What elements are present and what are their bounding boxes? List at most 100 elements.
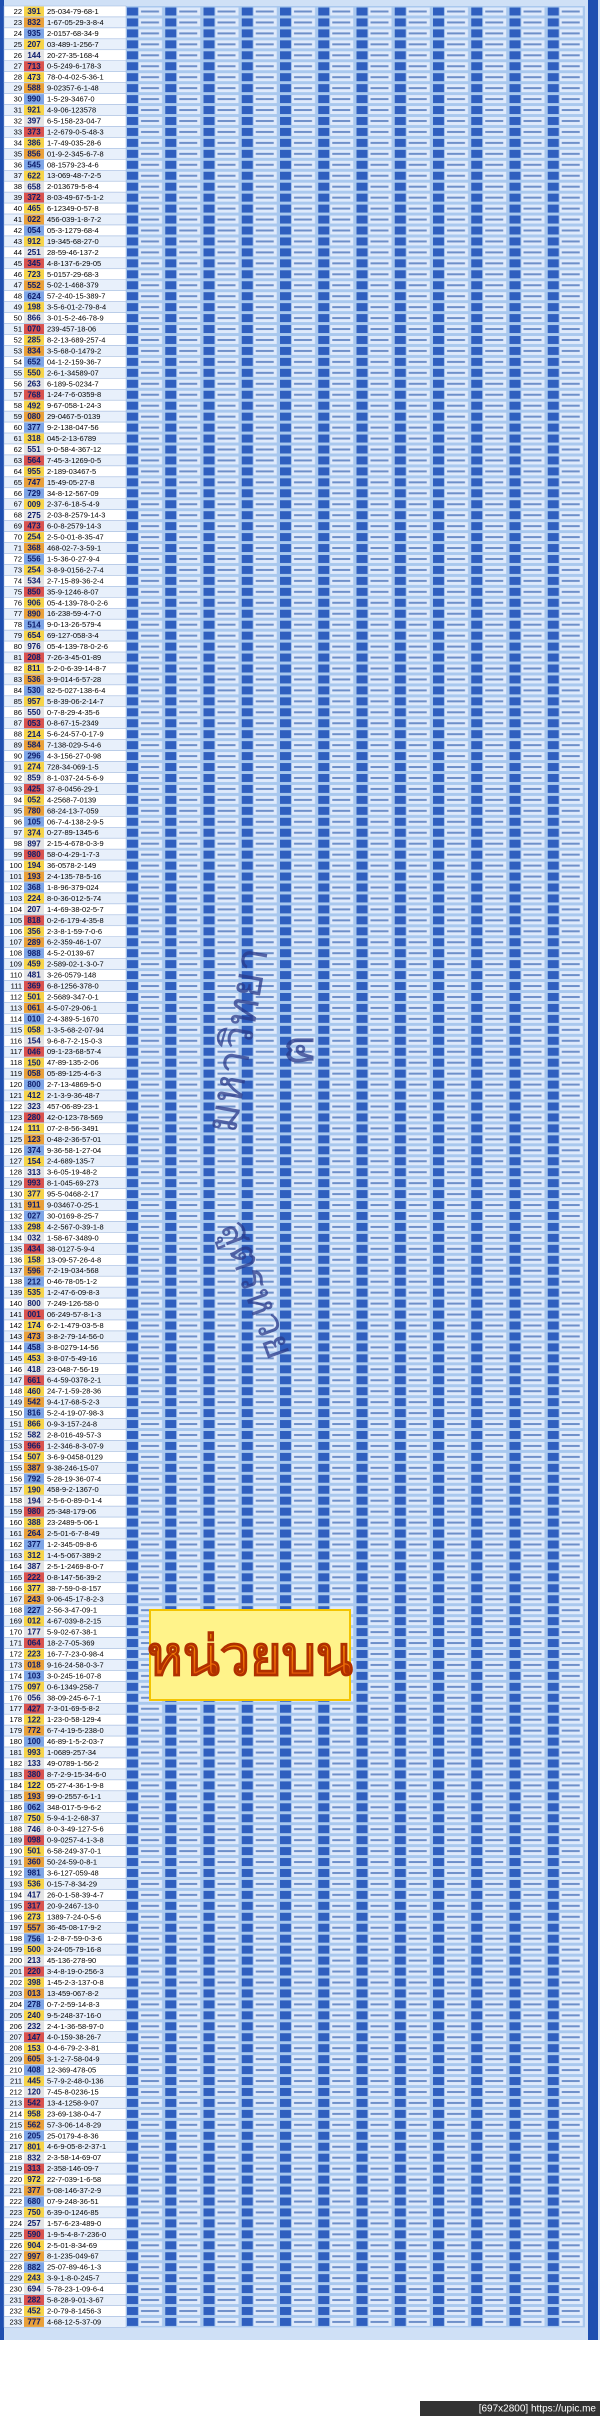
row-index: 98 [14,839,22,848]
number-highlight [24,1714,44,1725]
row-sequence: 57-3-06-14-8-29 [47,2120,101,2129]
number-highlight [24,1430,44,1440]
row-sequence: 3-8-07-5-49-16 [47,1354,97,1363]
row-sequence: 5-78-23-1-09-6-4 [47,2285,104,2294]
row-number: 274 [27,763,41,772]
row-number: 976 [27,642,41,651]
row-index: 82 [14,664,22,673]
row-sequence: 78-0-4-02-5-36-1 [47,73,104,82]
row-index: 171 [9,1639,22,1648]
row-index: 85 [14,697,22,706]
row-number: 473 [27,73,41,82]
row-number: 713 [27,62,41,71]
row-sequence: 6-2-359-46-1-07 [47,938,101,947]
row-sequence: 728-34-069-1-5 [47,763,99,772]
row-sequence: 4-9-06-123578 [47,106,96,115]
row-index: 193 [9,1879,22,1888]
row-number: 980 [27,850,41,859]
row-number: 654 [27,631,41,640]
number-highlight [24,1353,44,1364]
number-highlight [24,696,44,707]
row-sequence: 3-9-014-6-57-28 [47,675,101,684]
row-index: 148 [9,1387,22,1396]
row-sequence: 3-8-2-79-14-56-0 [47,1332,104,1341]
row-number: 624 [27,292,41,301]
number-highlight [24,1440,44,1451]
row-sequence: 5-2-0-6-39-14-8-7 [47,664,106,673]
row-number: 280 [27,1113,41,1122]
row-sequence: 7-2-19-034-568 [47,1266,99,1275]
row-index: 86 [14,708,22,717]
number-highlight [24,1572,44,1583]
number-highlight [24,1506,44,1517]
row-sequence: 9-16-24-58-0-3-7 [47,1660,104,1669]
row-sequence: 2-56-3-47-09-1 [47,1606,97,1615]
number-highlight [24,1473,44,1484]
number-highlight [24,1232,44,1243]
row-sequence: 2-6-1-34589-07 [47,368,99,377]
row-index: 162 [9,1540,22,1549]
row-index: 95 [14,806,22,815]
row-number: 582 [27,1431,41,1440]
row-sequence: 0-27-89-1345-6 [47,828,99,837]
row-sequence: 2-5-0-01-8-35-47 [47,533,104,542]
number-highlight [24,981,44,991]
row-sequence: 7-45-8-0236-15 [47,2087,99,2096]
row-number: 263 [27,379,41,388]
number-highlight [24,1134,44,1145]
row-sequence: 4-2-567-0-39-1-8 [47,1222,104,1231]
row-sequence: 08-1579-23-4-6 [47,160,99,169]
number-highlight [24,302,44,313]
row-number: 801 [27,2142,41,2151]
row-number: 207 [27,905,41,914]
row-index: 91 [14,763,22,772]
row-number: 387 [27,1463,41,1472]
row-number: 298 [27,1223,41,1232]
row-sequence: 3-8-9-0156-2-7-4 [47,565,104,574]
row-index: 37 [14,171,22,180]
row-sequence: 0-4-6-79-2-3-81 [47,2044,100,2053]
number-highlight [24,1408,44,1419]
row-index: 160 [9,1518,22,1527]
row-number: 417 [27,1890,41,1899]
number-highlight [24,740,44,751]
row-index: 175 [9,1682,22,1691]
number-highlight [24,39,44,50]
row-bg [3,2316,127,2328]
row-number: 866 [27,1420,41,1429]
row-sequence: 6-5-158-23-04-7 [47,116,101,125]
row-index: 217 [9,2142,22,2151]
number-highlight [24,1758,44,1769]
number-highlight [24,2273,44,2284]
row-number: 882 [27,2263,41,2272]
row-number: 022 [27,215,41,224]
row-sequence: 13-459-067-8-2 [47,1989,99,1998]
row-number: 313 [27,1168,41,1177]
row-number: 397 [27,117,41,126]
row-sequence: 1-57-6-23-489-0 [47,2219,101,2228]
row-number: 552 [27,281,41,290]
number-highlight [24,871,44,882]
number-highlight [24,1386,44,1397]
row-index: 186 [9,1803,22,1812]
number-highlight [24,2076,44,2086]
number-highlight [24,2196,44,2207]
row-index: 55 [14,368,22,377]
row-number: 369 [27,982,41,991]
row-sequence: 0-9-3-157-24-8 [47,1420,97,1429]
row-index: 156 [9,1474,22,1483]
row-sequence: 2-15-4-678-0-3-9 [47,839,104,848]
row-sequence: 4-68-12-5-37-09 [47,2317,101,2326]
row-number: 285 [27,336,41,345]
number-highlight [24,280,44,291]
row-number: 777 [27,2318,41,2327]
row-index: 222 [9,2197,22,2206]
number-highlight [24,2174,44,2185]
number-highlight [24,2229,44,2240]
row-sequence: 9-06-45-17-8-2-3 [47,1595,104,1604]
row-index: 29 [14,84,22,93]
row-sequence: 9-2-138-047-56 [47,423,99,432]
number-highlight [24,1802,44,1813]
row-number: 536 [27,675,41,684]
